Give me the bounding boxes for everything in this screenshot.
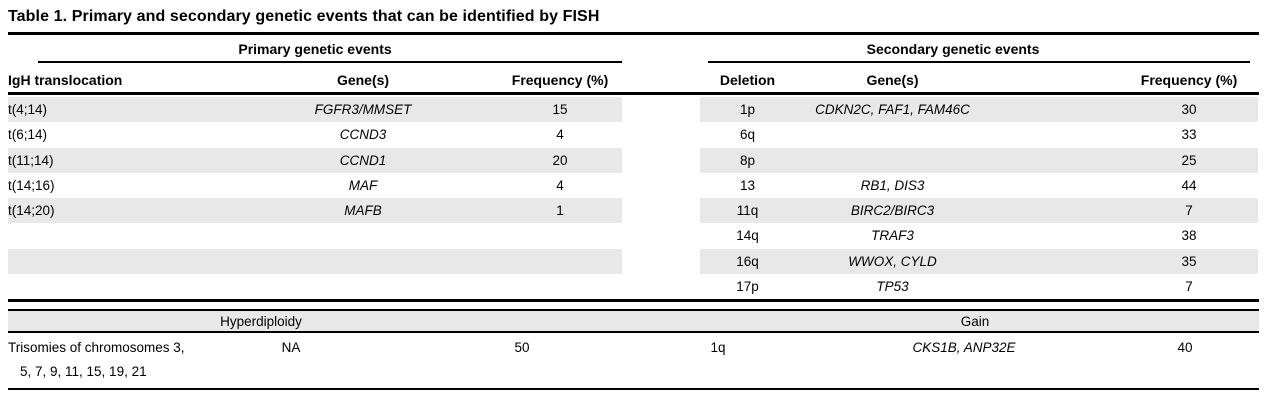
cell-genes: MAF — [348, 177, 378, 193]
cell-deletion: 8p — [739, 152, 756, 168]
cell-genes: MAFB — [344, 203, 382, 219]
cell-translocation: t(11;14) — [8, 152, 54, 168]
cell-translocation: t(14;16) — [8, 177, 55, 193]
cell-deletion: 17p — [736, 278, 759, 294]
cell-frequency: 7 — [1185, 203, 1193, 219]
table-row: 6q 33 — [700, 122, 1258, 147]
top-rule — [8, 32, 1259, 35]
primary-column-headers: IgH translocation Gene(s) Frequency (%) — [8, 68, 622, 92]
cell-frequency: 20 — [552, 152, 568, 168]
cell-frequency: 15 — [552, 102, 568, 118]
cell-genes: RB1, DIS3 — [860, 177, 925, 193]
table-row — [8, 274, 622, 299]
cell-genes: TRAF3 — [871, 228, 914, 244]
cell-deletion: 11q — [736, 203, 759, 219]
primary-rows: t(4;14) FGFR3/MMSET 15 t(6;14) CCND3 4 t… — [8, 97, 622, 299]
secondary-column-headers: Deletion Gene(s) Frequency (%) — [700, 68, 1258, 92]
table-row: t(14;20) MAFB 1 — [8, 198, 622, 224]
table-row: 17p TP53 7 — [700, 274, 1258, 299]
cell-frequency: 35 — [1181, 253, 1197, 269]
table-row: t(6;14) CCND3 4 — [8, 122, 622, 147]
cell-frequency: 1 — [556, 203, 564, 219]
cell-frequency: 38 — [1181, 228, 1197, 244]
cell-frequency: 44 — [1181, 177, 1197, 193]
cell-gain-frequency: 40 — [1177, 340, 1193, 355]
cell-frequency: 4 — [556, 127, 564, 143]
cell-frequency: 4 — [556, 177, 564, 193]
col-header-genes-secondary: Gene(s) — [866, 72, 919, 88]
cell-deletion: 6q — [739, 127, 756, 143]
header-rule — [8, 92, 1259, 95]
bottom-rule — [8, 388, 1259, 390]
primary-spanner-rule — [38, 61, 622, 63]
table-row: 16q WWOX, CYLD 35 — [700, 248, 1258, 274]
cell-genes: CDKN2C, FAF1, FAM46C — [815, 102, 970, 118]
col-header-igh-translocation: IgH translocation — [8, 72, 123, 88]
col-header-frequency-primary: Frequency (%) — [511, 72, 609, 88]
table-row — [8, 223, 622, 248]
table-row: t(11;14) CCND1 20 — [8, 147, 622, 173]
table-title: Table 1. Primary and secondary genetic e… — [8, 8, 600, 25]
cell-translocation: t(6;14) — [8, 127, 48, 143]
secondary-events-header: Secondary genetic events — [866, 41, 1040, 57]
cell-genes: CCND1 — [339, 152, 387, 168]
section-subheader-band: Hyperdiploidy Gain — [8, 309, 1259, 333]
cell-hyperdiploidy-frequency: 50 — [514, 340, 530, 355]
cell-hyperdiploidy-genes: NA — [281, 340, 301, 355]
cell-frequency: 30 — [1181, 102, 1197, 118]
footer-row: Trisomies of chromosomes 3, 5, 7, 9, 11,… — [8, 336, 1259, 386]
table-row: t(4;14) FGFR3/MMSET 15 — [8, 97, 622, 123]
table-row: 1p CDKN2C, FAF1, FAM46C 30 — [700, 97, 1258, 123]
col-header-frequency-secondary: Frequency (%) — [1140, 72, 1238, 88]
secondary-spanner-rule — [708, 61, 1250, 63]
section-subheader-hyperdiploidy: Hyperdiploidy — [220, 314, 302, 329]
cell-gain-genes: CKS1B, ANP32E — [912, 340, 1016, 355]
cell-genes: WWOX, CYLD — [848, 253, 937, 269]
cell-deletion: 16q — [736, 253, 759, 269]
section-divider-rule — [8, 299, 1259, 302]
table-row: t(14;16) MAF 4 — [8, 173, 622, 198]
cell-translocation: t(14;20) — [8, 203, 55, 219]
cell-genes: BIRC2/BIRC3 — [850, 203, 935, 219]
table-row — [8, 248, 622, 274]
table-row: 11q BIRC2/BIRC3 7 — [700, 198, 1258, 224]
cell-trisomies-line2: 5, 7, 9, 11, 15, 19, 21 — [20, 364, 147, 379]
cell-deletion: 13 — [739, 177, 756, 193]
cell-frequency: 33 — [1181, 127, 1197, 143]
cell-deletion: 1p — [739, 102, 756, 118]
secondary-rows: 1p CDKN2C, FAF1, FAM46C 30 6q 33 8p 25 1… — [700, 97, 1258, 299]
cell-frequency: 7 — [1185, 278, 1193, 294]
cell-deletion: 14q — [736, 228, 759, 244]
col-header-deletion: Deletion — [719, 72, 776, 88]
cell-trisomies-line1: Trisomies of chromosomes 3, — [8, 340, 185, 355]
cell-frequency: 25 — [1181, 152, 1197, 168]
cell-gain-region: 1q — [710, 340, 726, 355]
section-subheader-gain: Gain — [960, 314, 990, 329]
cell-genes: TP53 — [876, 278, 909, 294]
table-row: 14q TRAF3 38 — [700, 223, 1258, 248]
table-row: 8p 25 — [700, 147, 1258, 173]
cell-genes: CCND3 — [339, 127, 387, 143]
col-header-genes-primary: Gene(s) — [336, 72, 390, 88]
table-row: 13 RB1, DIS3 44 — [700, 173, 1258, 198]
cell-translocation: t(4;14) — [8, 102, 48, 118]
cell-genes: FGFR3/MMSET — [314, 102, 412, 118]
primary-events-header: Primary genetic events — [238, 41, 392, 57]
